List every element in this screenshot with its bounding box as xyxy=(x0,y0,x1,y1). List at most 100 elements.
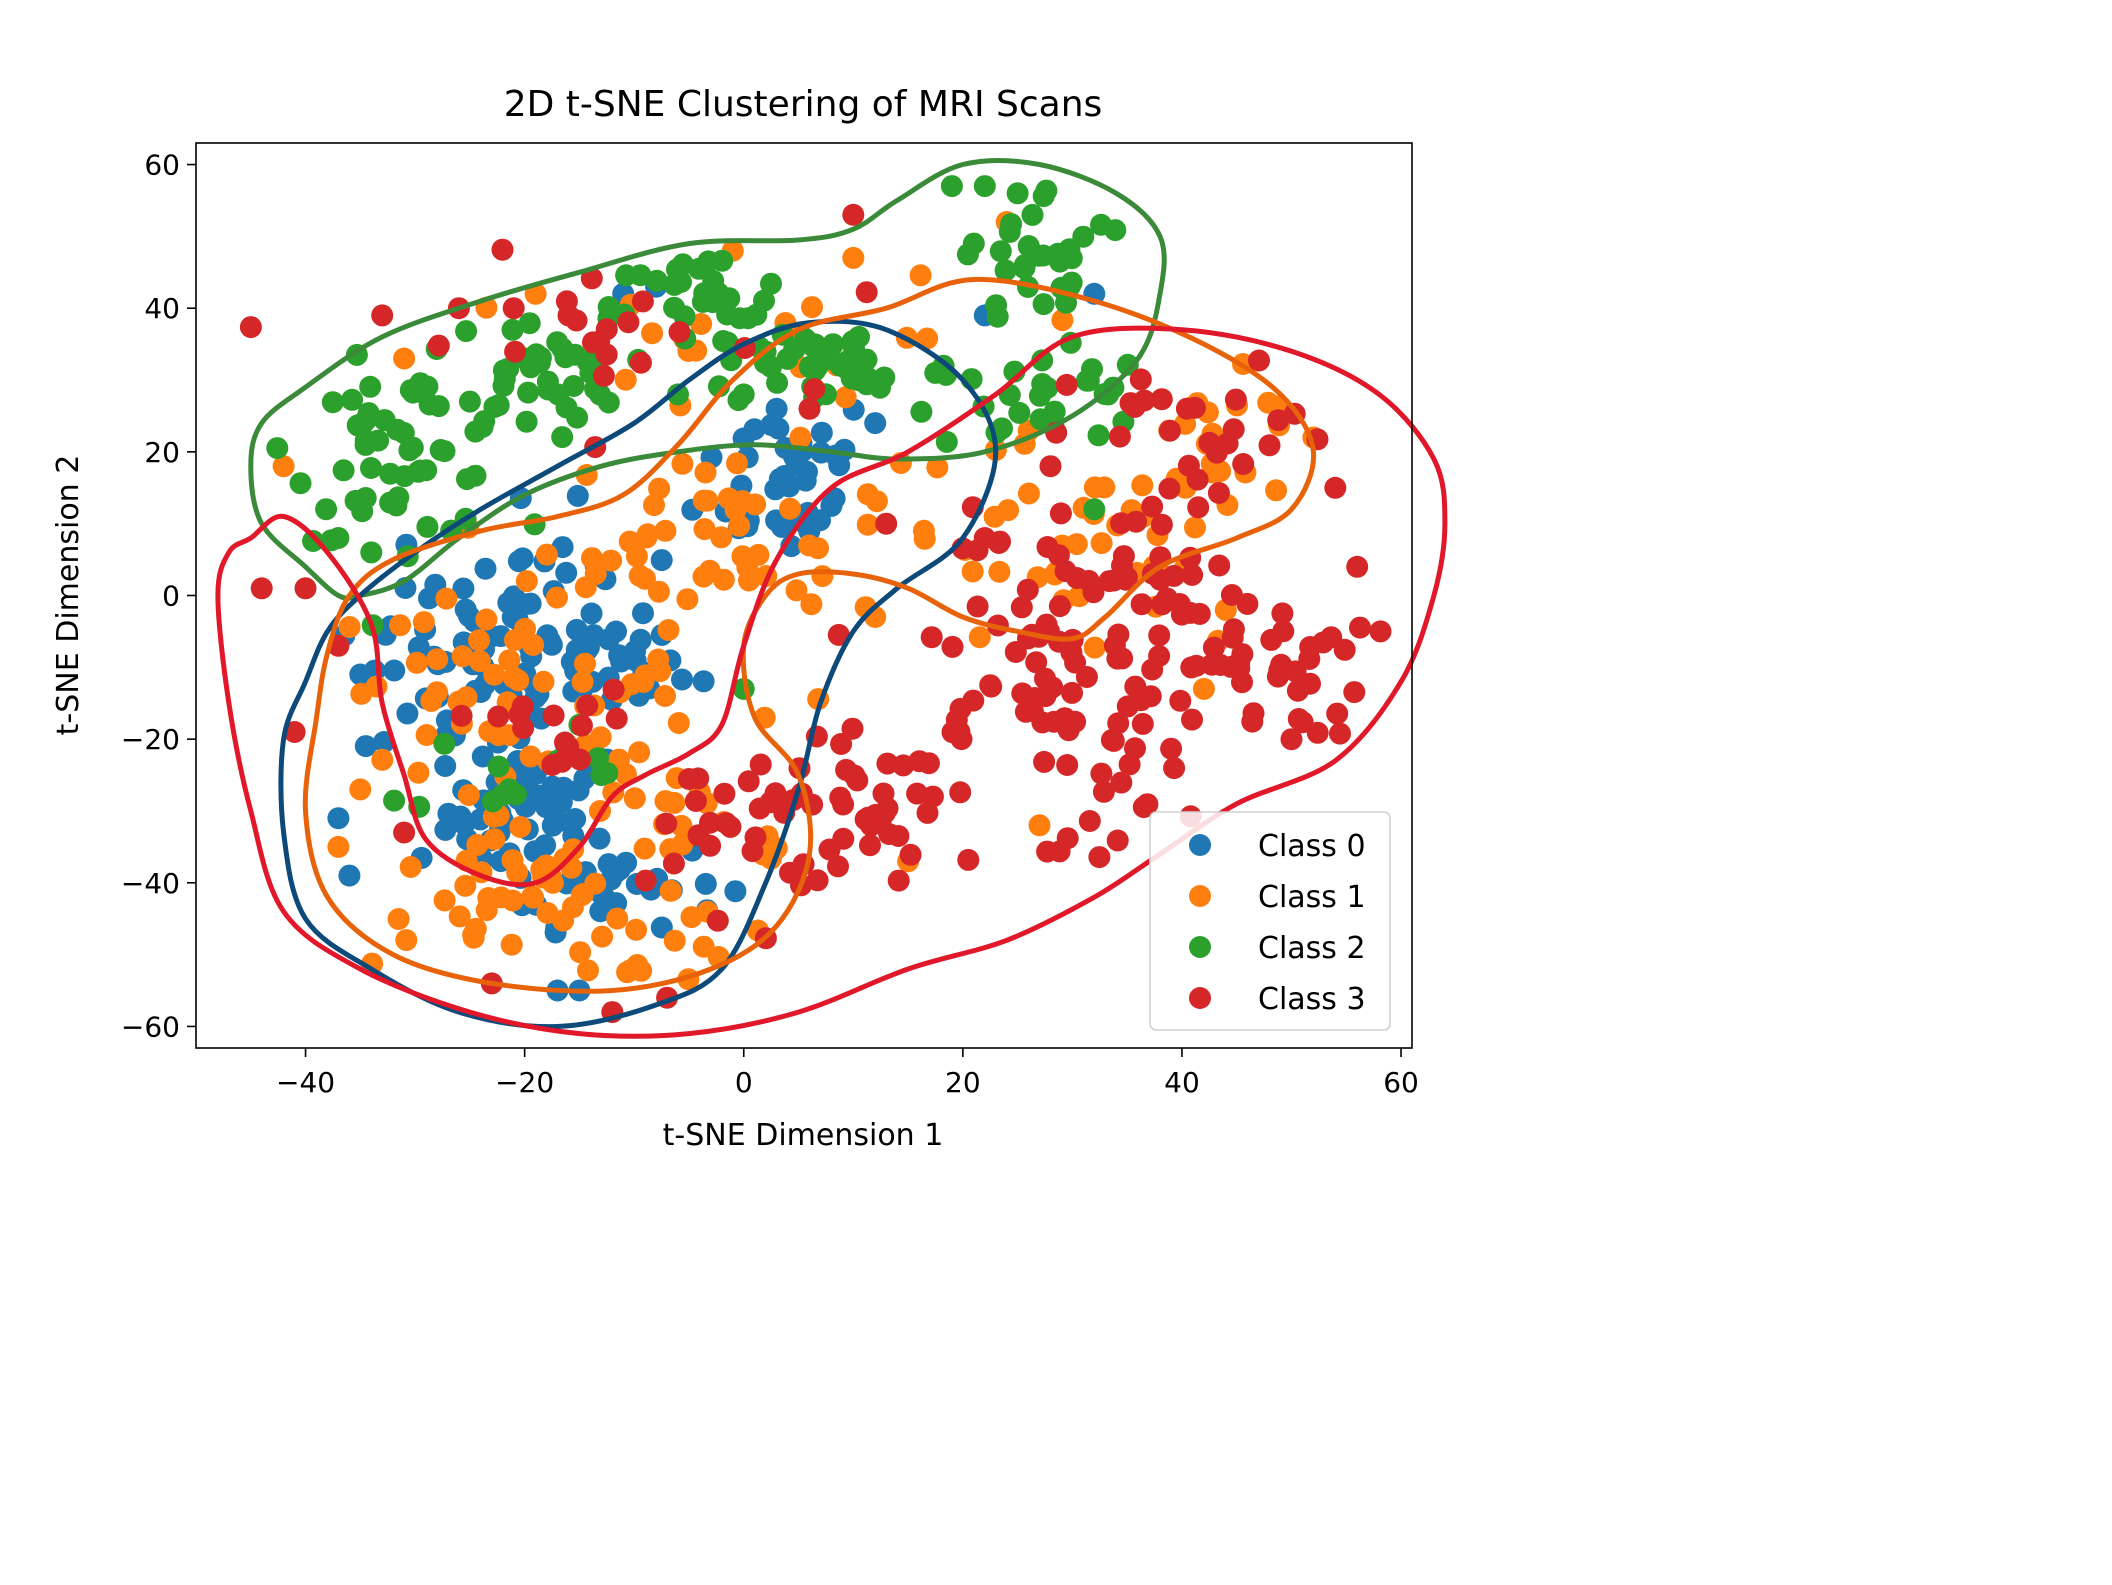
data-point xyxy=(1232,453,1255,475)
data-point xyxy=(576,694,599,717)
legend-label: Class 3 xyxy=(1258,982,1366,1017)
data-point xyxy=(1343,681,1366,704)
data-point xyxy=(468,650,491,673)
data-point xyxy=(515,570,538,593)
data-point xyxy=(502,585,525,608)
data-point xyxy=(471,745,494,768)
data-point xyxy=(1280,728,1303,751)
data-point xyxy=(427,334,450,357)
data-point xyxy=(633,837,656,860)
data-point xyxy=(759,791,782,814)
data-point xyxy=(1131,712,1154,735)
data-point xyxy=(349,778,372,801)
data-point xyxy=(500,933,523,956)
data-point xyxy=(1169,689,1192,712)
data-point xyxy=(387,908,410,930)
data-point xyxy=(327,807,350,830)
data-point xyxy=(827,855,849,878)
data-point xyxy=(983,505,1006,528)
data-point xyxy=(988,560,1011,583)
data-point xyxy=(1010,596,1033,619)
data-point xyxy=(589,900,612,923)
data-point xyxy=(1324,476,1347,499)
data-point xyxy=(387,486,410,509)
data-point xyxy=(1202,636,1225,659)
data-point xyxy=(968,626,991,649)
legend-box xyxy=(1149,811,1391,1031)
data-point xyxy=(552,909,575,932)
data-point xyxy=(555,561,578,584)
data-point xyxy=(1064,651,1087,674)
data-point xyxy=(448,905,471,928)
data-point xyxy=(522,886,545,909)
data-point xyxy=(1116,353,1139,376)
data-point xyxy=(1072,225,1095,248)
data-point xyxy=(581,547,603,570)
data-point xyxy=(629,351,652,374)
data-point xyxy=(426,648,449,671)
data-point xyxy=(887,869,910,892)
data-point xyxy=(1028,384,1051,407)
data-point xyxy=(1107,623,1130,646)
data-point xyxy=(957,848,980,871)
data-point xyxy=(1320,626,1343,649)
data-point xyxy=(741,840,764,863)
chart-title: 2D t-SNE Clustering of MRI Scans xyxy=(504,84,1103,125)
data-point xyxy=(853,366,876,389)
data-point xyxy=(532,670,555,693)
x-axis: −40 −20 0 20 40 60 xyxy=(276,1048,1419,1099)
data-point xyxy=(692,935,715,958)
data-point xyxy=(589,726,612,749)
data-point xyxy=(630,959,653,982)
data-point xyxy=(407,761,430,784)
data-point xyxy=(357,402,380,425)
data-point xyxy=(1184,516,1206,539)
data-point xyxy=(535,543,558,566)
data-point xyxy=(1163,564,1185,587)
data-point xyxy=(998,220,1021,243)
data-point xyxy=(502,297,525,320)
data-point xyxy=(1090,762,1113,785)
data-point xyxy=(455,320,478,343)
data-point xyxy=(1158,477,1181,500)
x-tick-label: 20 xyxy=(945,1066,981,1099)
data-point xyxy=(803,378,826,401)
legend-label: Class 2 xyxy=(1258,931,1366,966)
data-point xyxy=(856,513,879,536)
data-point xyxy=(608,644,631,667)
data-point xyxy=(910,400,933,423)
data-point xyxy=(1087,424,1110,447)
data-point xyxy=(828,454,851,477)
data-point xyxy=(483,663,506,686)
data-point xyxy=(1061,681,1083,704)
data-point xyxy=(433,732,456,755)
data-point xyxy=(501,318,524,341)
y-tick-label: −40 xyxy=(121,867,180,900)
data-point xyxy=(1016,578,1039,601)
contour-class-2 xyxy=(248,158,1167,601)
data-point xyxy=(743,418,766,441)
data-point xyxy=(466,833,489,856)
data-point xyxy=(706,909,729,932)
legend: Class 0 Class 1 Class 2 Class 3 xyxy=(1149,811,1391,1031)
data-point xyxy=(359,375,382,398)
data-point xyxy=(1017,482,1040,505)
data-point xyxy=(1111,554,1133,577)
data-point xyxy=(1129,368,1152,391)
data-point xyxy=(1148,624,1171,647)
data-point xyxy=(869,376,891,399)
data-point xyxy=(451,645,474,668)
data-point xyxy=(1181,708,1203,731)
data-point xyxy=(571,671,594,693)
data-point xyxy=(671,452,694,475)
data-point xyxy=(779,497,801,520)
data-point xyxy=(1299,636,1322,658)
data-point xyxy=(1272,620,1295,643)
data-point xyxy=(1093,476,1116,499)
data-point xyxy=(1258,434,1281,457)
data-point xyxy=(283,721,306,743)
data-point xyxy=(327,835,350,858)
data-point xyxy=(487,705,510,728)
data-point xyxy=(1108,425,1131,448)
data-point xyxy=(554,731,576,754)
